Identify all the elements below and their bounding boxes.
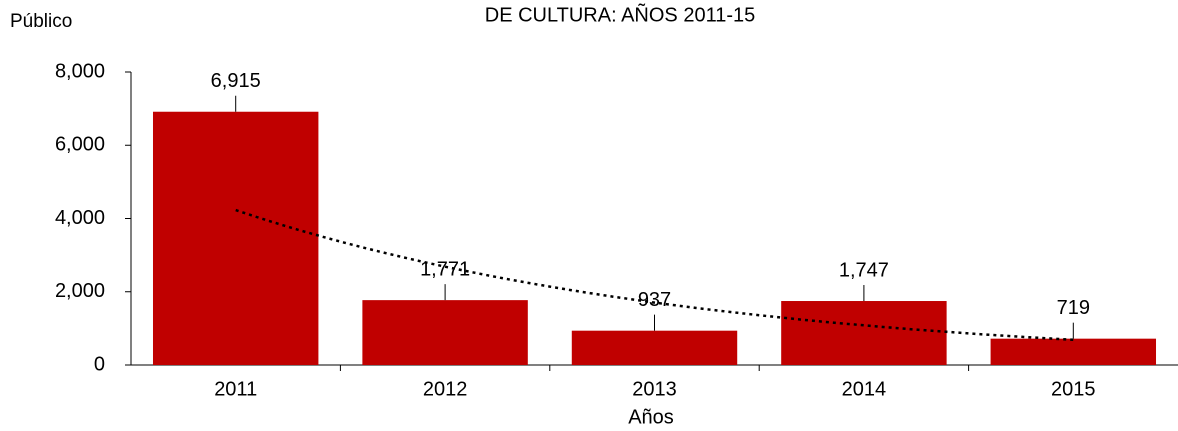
data-label: 719 (1057, 297, 1090, 319)
y-tick-label: 8,000 (55, 60, 105, 82)
data-label: 6,915 (211, 70, 261, 92)
x-axis-label: Años (628, 406, 674, 428)
trend-line (235, 208, 1074, 342)
y-tick-label: 0 (94, 353, 105, 375)
y-tick-label: 4,000 (55, 207, 105, 229)
x-tick-label: 2015 (1051, 378, 1096, 400)
bar (571, 330, 738, 365)
bar (990, 338, 1157, 365)
bar (781, 301, 947, 365)
data-label: 937 (638, 289, 671, 311)
y-tick-label: 2,000 (55, 280, 105, 302)
chart-title: DE CULTURA: AÑOS 2011-15 (485, 2, 755, 26)
x-tick-label: 2012 (423, 378, 468, 400)
x-tick-label: 2011 (214, 378, 257, 400)
x-tick-label: 2014 (842, 378, 887, 400)
y-axis-label: Público (10, 11, 72, 32)
bar (362, 300, 528, 365)
x-tick-label: 2013 (632, 378, 677, 400)
bar (152, 111, 319, 365)
y-tick-label: 6,000 (55, 134, 105, 156)
data-label: 1,747 (839, 259, 889, 281)
